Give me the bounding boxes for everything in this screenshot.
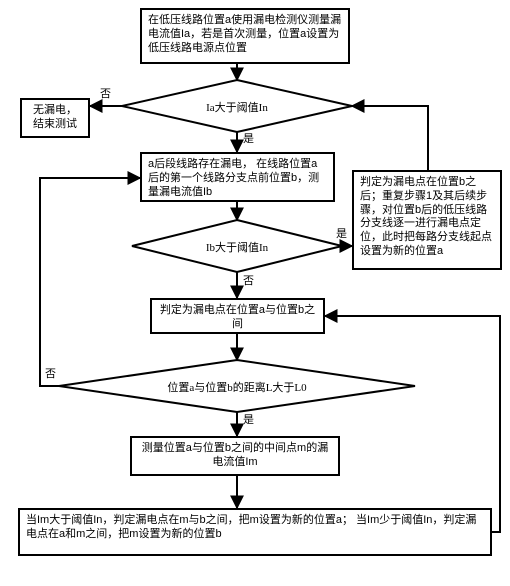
node-between: 判定为漏电点在位置a与位置b之间 [150, 298, 325, 334]
node-branch: 判定为漏电点在位置b之后；重复步骤1及其后续步骤，对位置b后的低压线路分支线逐一… [352, 170, 502, 270]
d2-text: Ib大于阈值In [206, 240, 269, 254]
node-a-after: a后段线路存在漏电， 在线路位置a后的第一个线路分支点前位置b，测量漏电流值Ib [140, 152, 335, 202]
node-measure-m: 测量位置a与位置b之间的中间点m的漏电流值Im [130, 436, 340, 476]
label-d2-yes: 是 [336, 228, 347, 242]
d3-text: 位置a与位置b的距离L大于L0 [167, 380, 307, 394]
d1-text: Ia大于阈值In [206, 100, 268, 114]
label-d1-no: 否 [100, 88, 111, 102]
label-d1-yes: 是 [243, 133, 254, 147]
node-result: 当Im大于阈值In，判定漏电点在m与b之间，把m设置为新的位置a； 当Im少于阈… [18, 508, 492, 556]
label-d2-no: 否 [243, 275, 254, 289]
label-d3-no: 否 [45, 368, 56, 382]
node-start: 在低压线路位置a使用漏电检测仪测量漏电流值Ia，若是首次测量，位置a设置为低压线… [140, 8, 350, 64]
flowchart-edges: Ia大于阈值In Ib大于阈值In 位置a与位置b的距离L大于L0 [0, 0, 510, 586]
node-noleak: 无漏电， 结束测试 [20, 98, 90, 138]
label-d3-yes: 是 [243, 414, 254, 428]
